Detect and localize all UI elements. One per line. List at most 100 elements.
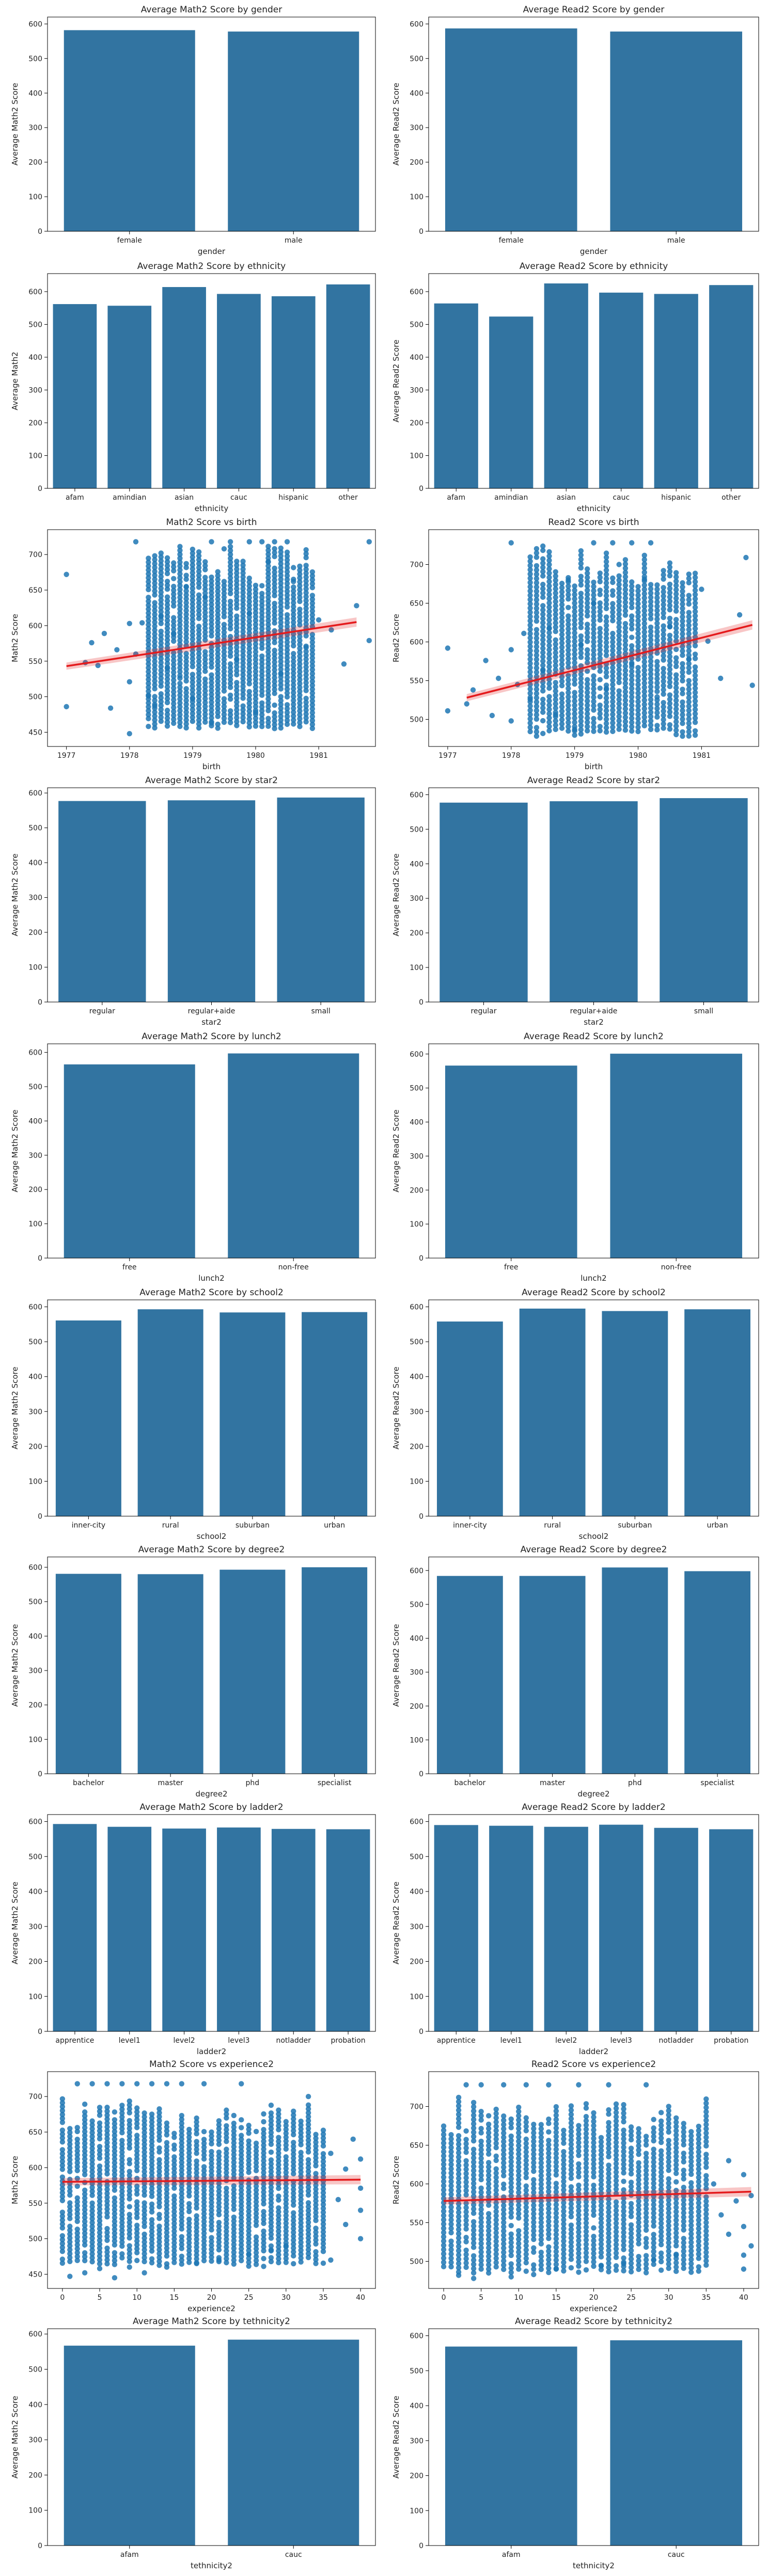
- data-point: [221, 661, 227, 666]
- data-point: [234, 566, 240, 572]
- data-point: [603, 601, 609, 607]
- data-point: [177, 594, 183, 600]
- data-point: [597, 715, 603, 721]
- data-point: [202, 657, 208, 662]
- data-point: [221, 610, 227, 616]
- data-point: [146, 598, 151, 604]
- data-point: [622, 578, 629, 584]
- data-point: [190, 691, 196, 697]
- data-point: [190, 625, 196, 630]
- data-point: [309, 573, 316, 579]
- data-point: [171, 654, 177, 660]
- data-point: [190, 703, 196, 709]
- data-point: [566, 728, 571, 734]
- y-tick-label: 500: [410, 1601, 423, 1609]
- data-point: [559, 653, 565, 659]
- data-point: [164, 657, 170, 662]
- data-point: [540, 590, 546, 596]
- data-point: [227, 618, 233, 624]
- data-point: [597, 570, 603, 576]
- data-point: [566, 660, 571, 666]
- data-point: [309, 608, 316, 614]
- y-tick-label: 200: [28, 1186, 42, 1194]
- data-point: [629, 724, 635, 730]
- data-point: [158, 652, 164, 658]
- data-point: [202, 625, 208, 631]
- data-point: [610, 673, 616, 679]
- y-tick-label: 600: [410, 288, 423, 296]
- data-point: [610, 660, 616, 666]
- data-point: [470, 2253, 477, 2259]
- data-point: [303, 715, 309, 721]
- data-point: [278, 577, 284, 582]
- data-point: [272, 640, 277, 645]
- data-point: [278, 647, 284, 653]
- data-point: [177, 661, 183, 667]
- data-point: [578, 714, 584, 720]
- data-point: [259, 610, 265, 616]
- data-point: [527, 597, 533, 602]
- data-point: [239, 2133, 244, 2138]
- data-point: [261, 2264, 266, 2269]
- data-point: [158, 574, 164, 580]
- data-point: [227, 591, 233, 597]
- data-point: [540, 620, 546, 626]
- data-point: [234, 657, 240, 663]
- data-point: [610, 694, 616, 701]
- data-point: [533, 712, 540, 718]
- data-point: [629, 698, 635, 704]
- data-point: [635, 686, 641, 692]
- data-point: [268, 2110, 274, 2116]
- data-point: [171, 720, 177, 726]
- data-point: [152, 592, 158, 598]
- data-point: [616, 624, 622, 630]
- chart-title: Average Math2 Score by ethnicity: [137, 261, 286, 272]
- data-point: [234, 559, 240, 564]
- data-point: [202, 567, 208, 573]
- data-point: [621, 2179, 626, 2184]
- y-axis-label: Average Math2: [10, 352, 20, 410]
- y-tick-label: 0: [419, 1254, 423, 1263]
- data-point: [533, 653, 540, 658]
- data-point: [234, 629, 240, 634]
- y-tick-label: 500: [410, 55, 423, 63]
- data-point: [585, 622, 590, 627]
- data-point: [183, 702, 189, 707]
- x-tick-label: 0: [60, 2294, 65, 2302]
- data-point: [265, 626, 271, 631]
- data-point: [566, 651, 571, 657]
- data-point: [284, 573, 290, 579]
- data-point: [240, 652, 246, 658]
- x-tick-label: 1979: [183, 752, 202, 760]
- x-tick-label: amindian: [113, 494, 146, 502]
- data-point: [291, 682, 296, 688]
- data-point: [597, 728, 603, 734]
- data-point: [616, 701, 622, 707]
- data-point: [303, 563, 309, 568]
- data-point: [240, 629, 246, 634]
- data-point: [272, 647, 277, 654]
- data-point: [246, 657, 252, 663]
- data-point: [546, 549, 552, 555]
- data-point: [610, 639, 616, 645]
- data-point: [284, 721, 290, 727]
- data-point: [616, 603, 622, 609]
- data-point: [591, 600, 597, 606]
- data-point: [134, 2199, 140, 2205]
- data-point: [146, 723, 151, 729]
- data-point: [183, 690, 189, 695]
- data-point: [527, 682, 533, 688]
- data-point: [297, 563, 303, 569]
- x-tick-label: regular+aide: [570, 1007, 618, 1015]
- data-point: [215, 604, 221, 610]
- data-point: [215, 628, 221, 633]
- y-tick-label: 300: [410, 386, 423, 394]
- data-point: [152, 619, 158, 625]
- data-point: [284, 702, 290, 708]
- data-point: [603, 618, 609, 624]
- data-point: [654, 582, 660, 588]
- data-point: [158, 550, 164, 556]
- bar: [544, 283, 588, 488]
- data-point: [546, 566, 552, 572]
- data-point: [553, 577, 558, 583]
